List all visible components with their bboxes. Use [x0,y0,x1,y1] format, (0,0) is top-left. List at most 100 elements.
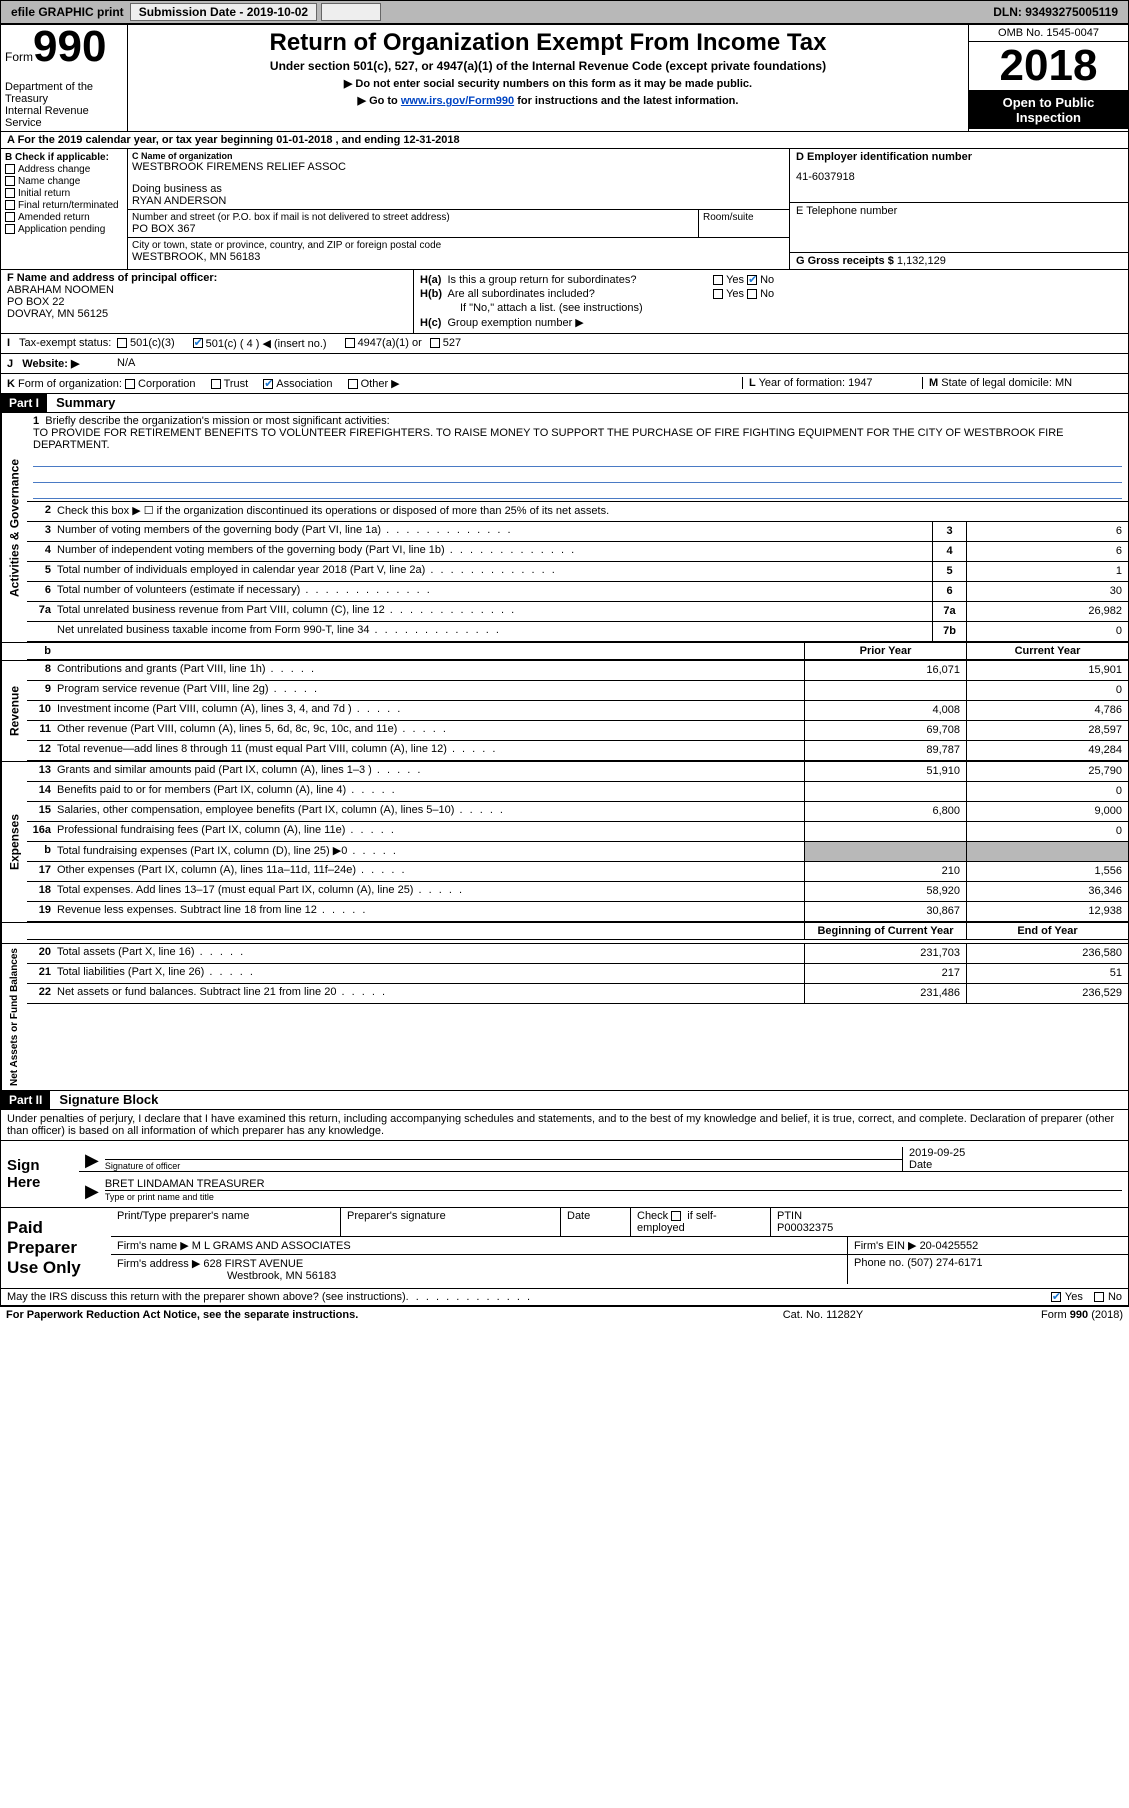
summary-line: 4 Number of independent voting members o… [27,542,1128,562]
ha-no[interactable] [747,275,757,285]
discuss-no[interactable] [1094,1292,1104,1302]
prep-col3: Date [561,1208,631,1236]
l-year: L Year of formation: 1947 [742,377,922,389]
summary-line: 16a Professional fundraising fees (Part … [27,822,1128,842]
addr-left: Number and street (or P.O. box if mail i… [128,210,699,237]
f-name: ABRAHAM NOOMEN [7,284,407,296]
chk-4947[interactable] [345,338,355,348]
col-c: C Name of organization WESTBROOK FIREMEN… [128,149,790,269]
room-suite: Room/suite [699,210,789,237]
i-row: I Tax-exempt status: 501(c)(3) 501(c) ( … [1,334,1128,354]
f-addr1: PO BOX 22 [7,296,407,308]
chk-name[interactable]: Name change [5,176,123,187]
officer-h-row: F Name and address of principal officer:… [1,270,1128,334]
self-employed-chk[interactable] [671,1211,681,1221]
org-name: WESTBROOK FIREMENS RELIEF ASSOC [132,161,785,173]
cat-no: Cat. No. 11282Y [723,1309,923,1321]
ein-lbl: D Employer identification number [796,151,1122,163]
k-left: K Form of organization: Corporation Trus… [7,377,742,390]
opt-527: 527 [443,337,461,349]
addr-row: Number and street (or P.O. box if mail i… [128,210,789,238]
summary-line: Net unrelated business taxable income fr… [27,622,1128,642]
hb-yes[interactable] [713,289,723,299]
instr-ssn: ▶ Do not enter social security numbers o… [134,77,962,90]
chk-trust[interactable] [211,379,221,389]
submission-date-btn[interactable]: Submission Date - 2019-10-02 [130,3,317,21]
opt-501c3: 501(c)(3) [130,337,175,349]
chk-corp[interactable] [125,379,135,389]
irs-link[interactable]: www.irs.gov/Form990 [401,95,514,107]
chk-pending[interactable]: Application pending [5,224,123,235]
ein-cell: D Employer identification number 41-6037… [790,149,1128,203]
open-public: Open to Public Inspection [969,91,1128,129]
f-officer: F Name and address of principal officer:… [1,270,414,333]
discuss-yes[interactable] [1051,1292,1061,1302]
chk-501c[interactable] [193,338,203,348]
summary-line: 11 Other revenue (Part VIII, column (A),… [27,721,1128,741]
chk-initial[interactable]: Initial return [5,188,123,199]
chk-other[interactable] [348,379,358,389]
summary-line: 6 Total number of volunteers (estimate i… [27,582,1128,602]
f-addr2: DOVRAY, MN 56125 [7,308,407,320]
sign-here-label: Sign Here [1,1141,79,1207]
paid-preparer-label: Paid Preparer Use Only [1,1208,111,1288]
summary-line: 7a Total unrelated business revenue from… [27,602,1128,622]
sig-name: BRET LINDAMAN TREASURER [105,1178,1122,1190]
blank-btn[interactable] [321,3,381,21]
mission-line [33,485,1122,499]
paid-preparer-block: Paid Preparer Use Only Print/Type prepar… [1,1208,1128,1289]
chk-address[interactable]: Address change [5,164,123,175]
chk-assoc[interactable] [263,379,273,389]
header-center: Return of Organization Exempt From Incom… [128,25,968,131]
dba-val: RYAN ANDERSON [132,195,785,207]
mission-text: TO PROVIDE FOR RETIREMENT BENEFITS TO VO… [33,427,1122,451]
arrow-icon: ▶ [85,1150,99,1171]
header-row: Form990 Department of the Treasury Inter… [1,25,1128,132]
discuss-row: May the IRS discuss this return with the… [1,1289,1128,1306]
hb-no[interactable] [747,289,757,299]
k-row: K Form of organization: Corporation Trus… [1,374,1128,394]
part1-title: Summary [50,393,121,412]
top-bar: efile GRAPHIC print Submission Date - 20… [0,0,1129,24]
line2: 2 Check this box ▶ ☐ if the organization… [27,502,1128,522]
gross-lbl: G Gross receipts $ [796,255,897,267]
opt-501c: 501(c) ( 4 ) ◀ (insert no.) [206,337,327,350]
current-year-hdr: Current Year [966,643,1128,659]
sig-officer-row: ▶ Signature of officer 2019-09-25 Date [79,1141,1128,1172]
part1-header-row: Part I Summary [1,394,1128,413]
tax-year: 2018 [969,42,1128,91]
summary-line: 20 Total assets (Part X, line 16) 231,70… [27,944,1128,964]
addr-val: PO BOX 367 [132,223,694,235]
firm-ein-cell: Firm's EIN ▶ 20-0425552 [848,1237,1128,1254]
chk-501c3[interactable] [117,338,127,348]
summary-line: 14 Benefits paid to or for members (Part… [27,782,1128,802]
form-ref: Form 990 (2018) [923,1309,1123,1321]
firm-name-cell: Firm's name ▶ M L GRAMS AND ASSOCIATES [111,1237,848,1254]
prep-header-row: Print/Type preparer's name Preparer's si… [111,1208,1128,1237]
mission-line [33,453,1122,467]
form-subtitle: Under section 501(c), 527, or 4947(a)(1)… [134,59,962,73]
netassets-section: Net Assets or Fund Balances 20 Total ass… [1,944,1128,1091]
dept-treasury: Department of the Treasury Internal Reve… [5,81,123,129]
summary-line: 17 Other expenses (Part IX, column (A), … [27,862,1128,882]
prior-current-header: b Prior Year Current Year [1,643,1128,661]
summary-line: 13 Grants and similar amounts paid (Part… [27,762,1128,782]
sig-officer-under: Signature of officer [105,1159,902,1171]
form-990-body: Form990 Department of the Treasury Inter… [0,24,1129,1307]
chk-527[interactable] [430,338,440,348]
opt-4947: 4947(a)(1) or [358,337,422,349]
ptin-val: P00032375 [777,1222,1122,1234]
summary-line: 15 Salaries, other compensation, employe… [27,802,1128,822]
prep-col1: Print/Type preparer's name [111,1208,341,1236]
city-row: City or town, state or province, country… [128,238,789,265]
chk-final[interactable]: Final return/terminated [5,200,123,211]
summary-line: 21 Total liabilities (Part X, line 26) 2… [27,964,1128,984]
ein-val: 41-6037918 [796,171,1122,183]
summary-line: 8 Contributions and grants (Part VIII, l… [27,661,1128,681]
summary-line: 3 Number of voting members of the govern… [27,522,1128,542]
ha-yes[interactable] [713,275,723,285]
chk-amended[interactable]: Amended return [5,212,123,223]
side-blank [1,643,27,660]
gov-content: 1 Briefly describe the organization's mi… [27,413,1128,642]
m-state: M State of legal domicile: MN [922,377,1122,389]
